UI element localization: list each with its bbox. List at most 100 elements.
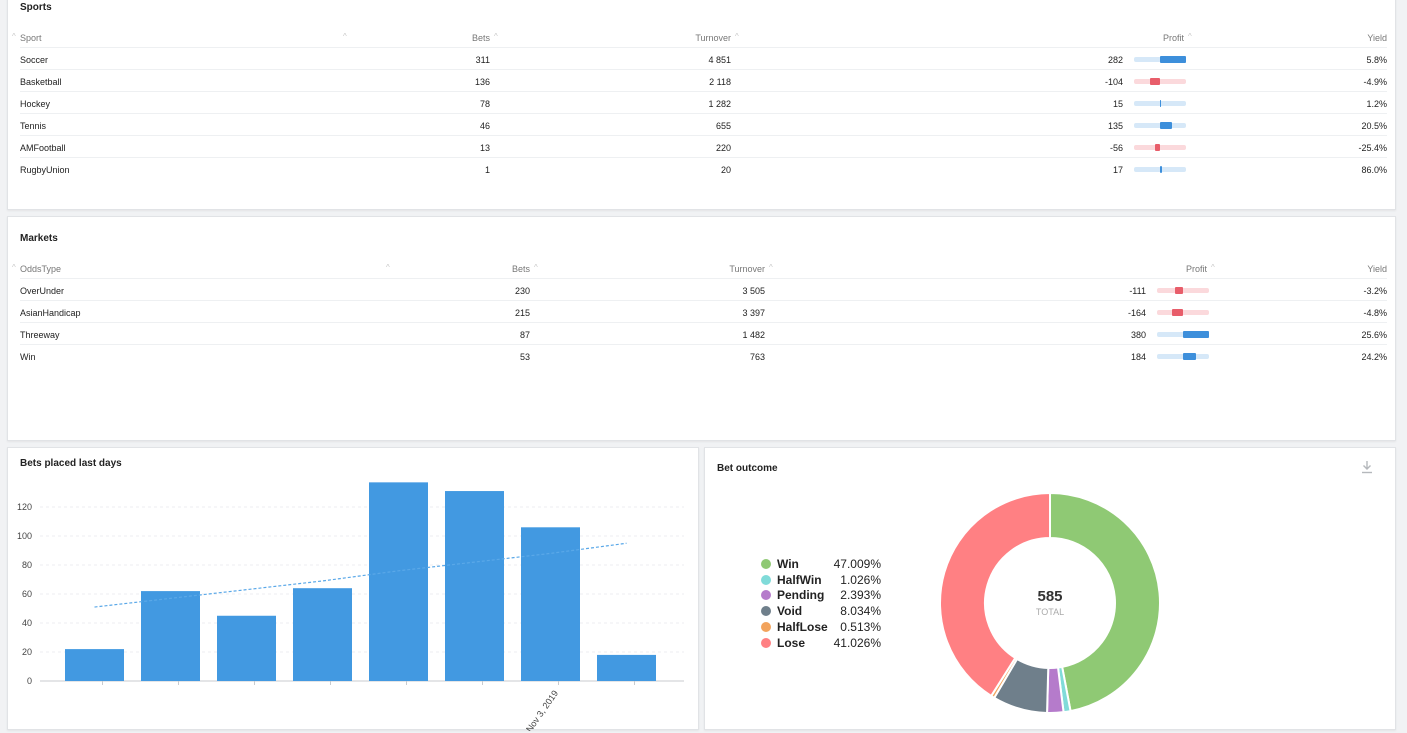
download-icon[interactable] [1361, 460, 1373, 474]
donut-total: 585 [1037, 588, 1063, 605]
row-separator [20, 91, 1387, 92]
bets-placed-title: Bets placed last days [20, 458, 122, 469]
legend-percent: 0.513% [840, 619, 881, 634]
legend-label[interactable]: HalfWin [777, 572, 822, 587]
legend-dot[interactable] [761, 590, 771, 601]
legend-label[interactable]: Pending [777, 588, 825, 603]
row-profit: 282 [1107, 55, 1123, 65]
bar [65, 649, 124, 681]
row-name: Soccer [20, 55, 49, 65]
row-turnover: 20 [720, 165, 731, 175]
legend-percent: 2.393% [840, 588, 881, 603]
y-tick-label: 100 [17, 531, 32, 541]
legend-dot[interactable] [761, 559, 771, 569]
col-header-name[interactable]: Sport [20, 33, 42, 43]
profit-bar-fill [1155, 144, 1160, 151]
legend-label[interactable]: Win [777, 557, 799, 571]
sort-arrow-icon[interactable]: ^ [386, 263, 390, 272]
row-bets: 230 [514, 286, 530, 296]
row-name: OverUnder [20, 286, 65, 296]
markets-card: Markets ^ OddsType ^ Bets ^ Turnover ^ Profit ^ Y… [7, 216, 1396, 441]
row-bets: 78 [479, 99, 490, 109]
legend-dot[interactable] [761, 574, 771, 585]
row-separator [20, 113, 1387, 114]
row-name: AMFootball [20, 143, 66, 153]
row-turnover: 3 397 [742, 308, 765, 318]
sort-arrow-icon[interactable]: ^ [769, 263, 773, 272]
sort-arrow-icon[interactable]: ^ [735, 32, 739, 41]
profit-bar-track [1134, 145, 1186, 150]
bets-bar-chart: 0 20 40 60 80 100 120 Nov 3, 2019 [17, 482, 684, 731]
col-header-yield[interactable]: Yield [1367, 264, 1387, 274]
row-turnover: 763 [749, 352, 765, 362]
row-profit: -164 [1127, 308, 1146, 318]
row-bets: 1 [484, 165, 490, 175]
row-yield: 86.0% [1361, 165, 1387, 175]
legend-label[interactable]: HalfLose [777, 619, 828, 634]
row-yield: -3.2% [1363, 286, 1387, 296]
row-yield: -4.8% [1363, 308, 1387, 318]
profit-bar-fill [1160, 166, 1162, 173]
legend-label[interactable]: Void [777, 604, 803, 619]
y-tick-label: 20 [22, 647, 32, 657]
legend-dot[interactable] [761, 606, 771, 617]
row-yield: 1.2% [1366, 99, 1387, 109]
row-profit: 380 [1130, 330, 1146, 340]
legend-dot[interactable] [761, 621, 771, 632]
col-header-name[interactable]: OddsType [20, 264, 62, 274]
row-separator [20, 135, 1387, 136]
row-profit: 184 [1130, 352, 1146, 362]
sort-arrow-icon[interactable]: ^ [1211, 263, 1215, 272]
row-bets: 46 [479, 121, 490, 131]
bar [445, 491, 504, 681]
sort-arrow-icon[interactable]: ^ [12, 32, 16, 41]
col-header-turnover[interactable]: Turnover [695, 33, 731, 43]
row-turnover: 1 282 [708, 99, 731, 109]
legend-label[interactable]: Lose [777, 635, 806, 650]
legend-percent: 1.026% [840, 572, 881, 587]
sort-arrow-icon[interactable]: ^ [494, 32, 498, 41]
col-header-yield[interactable]: Yield [1367, 33, 1387, 43]
profit-bar-fill [1160, 100, 1161, 107]
row-turnover: 1 482 [742, 330, 765, 340]
row-bets: 136 [474, 77, 490, 87]
profit-bar-fill [1150, 78, 1160, 85]
bar [369, 482, 428, 681]
row-yield: -25.4% [1358, 143, 1387, 153]
col-header-profit[interactable]: Profit [1162, 33, 1184, 43]
row-bets: 215 [514, 308, 530, 318]
profit-bar-track [1134, 79, 1186, 84]
legend-dot[interactable] [761, 637, 771, 648]
row-bets: 53 [519, 352, 530, 362]
bar [521, 527, 580, 681]
sports-title: Sports [20, 2, 52, 13]
col-header-bets[interactable]: Bets [511, 264, 530, 274]
markets-title: Markets [20, 233, 58, 244]
legend-percent: 47.009% [833, 557, 881, 571]
row-bets: 311 [475, 55, 490, 65]
row-name: Basketball [20, 77, 62, 87]
legend-percent: 41.026% [833, 635, 881, 650]
bets-placed-card: Bets placed last days 0 20 40 60 80 100 120 Nov… [7, 447, 699, 731]
row-separator [20, 300, 1387, 301]
row-profit: -56 [1109, 143, 1123, 153]
profit-bar-fill [1175, 287, 1183, 294]
row-yield: 5.8% [1366, 55, 1387, 65]
row-name: RugbyUnion [20, 165, 70, 175]
row-profit: 15 [1112, 99, 1123, 109]
row-profit: -104 [1104, 77, 1123, 87]
sort-arrow-icon[interactable]: ^ [1188, 32, 1192, 41]
col-header-turnover[interactable]: Turnover [729, 264, 765, 274]
y-tick-label: 60 [22, 589, 32, 599]
y-tick-label: 0 [27, 676, 32, 686]
col-header-profit[interactable]: Profit [1185, 264, 1207, 274]
sort-arrow-icon[interactable]: ^ [12, 263, 16, 272]
sort-arrow-icon[interactable]: ^ [534, 263, 538, 272]
sort-arrow-icon[interactable]: ^ [343, 32, 347, 41]
row-yield: -4.9% [1363, 77, 1387, 87]
col-header-bets[interactable]: Bets [471, 33, 490, 43]
sports-card: Sports ^ Sport ^ Bets ^ Turnover ^ Profit ^ Yield… [7, 0, 1396, 210]
row-separator [20, 322, 1387, 323]
row-profit: -111 [1129, 286, 1146, 296]
profit-bar-fill [1172, 309, 1183, 316]
